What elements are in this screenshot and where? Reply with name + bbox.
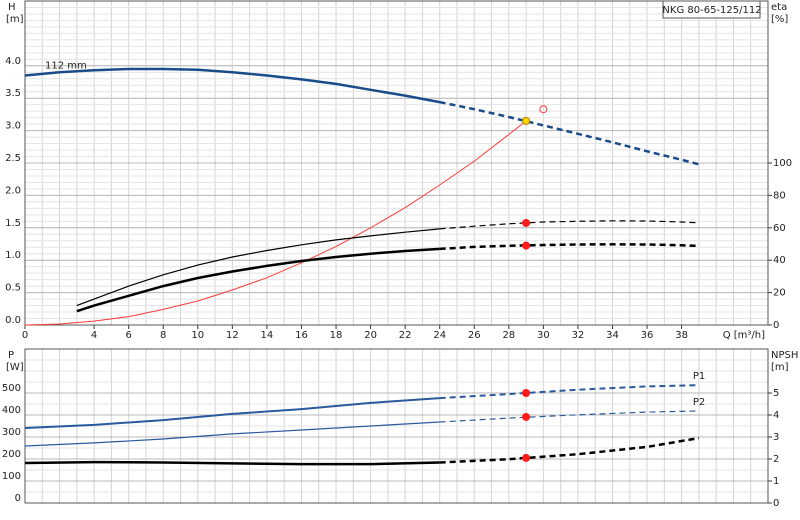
operating-point (522, 453, 531, 462)
y2-tick-label: 20 (773, 288, 786, 299)
curve (24, 421, 440, 447)
y2-tick-label: 80 (773, 190, 786, 201)
y2-tick-label: 3 (773, 432, 779, 443)
y-tick-label: 2.5 (5, 153, 21, 164)
x-tick-label: 32 (572, 330, 585, 341)
curve (439, 436, 700, 464)
y-tick-label: 1.0 (5, 250, 21, 261)
y-tick-label: 200 (2, 449, 21, 460)
curve (24, 397, 440, 429)
y-tick-label: 100 (2, 471, 21, 482)
y-tick-label: 300 (2, 427, 21, 438)
y-tick-label: 0.5 (5, 283, 21, 294)
y2-tick-label: 60 (773, 223, 786, 234)
y-axis-unit: [W] (6, 362, 24, 373)
curve (24, 460, 440, 466)
x-tick-label: 38 (675, 330, 688, 341)
y2-tick-label: 0 (773, 498, 779, 509)
x-tick-label: 24 (433, 330, 446, 341)
x-tick-label: 36 (641, 330, 654, 341)
y2-tick-label: 40 (773, 255, 786, 266)
y-tick-label: 3.0 (5, 121, 21, 132)
y-tick-label: 1.5 (5, 218, 21, 229)
operating-point (539, 105, 548, 114)
curve (76, 247, 440, 313)
curve (76, 228, 440, 307)
curve (439, 243, 699, 251)
y-axis-label: H (8, 2, 16, 13)
curve-label: P2 (693, 397, 705, 408)
operating-point (522, 241, 531, 250)
operating-point (522, 389, 531, 397)
y2-axis-label: NPSH (771, 350, 798, 361)
x-tick-label: 0 (22, 330, 28, 341)
curve (439, 220, 699, 230)
operating-point (522, 412, 531, 421)
y2-tick-label: 100 (773, 158, 792, 169)
curve (24, 120, 527, 326)
y2-tick-label: 5 (773, 388, 779, 399)
x-tick-label: 28 (502, 330, 515, 341)
y2-axis-unit: [m] (771, 362, 789, 373)
y-axis-unit: [m] (6, 14, 24, 25)
y-tick-label: 500 (2, 383, 21, 394)
plot-frame (24, 348, 769, 504)
curve (439, 410, 699, 423)
y-axis-label: P (8, 350, 14, 361)
x-tick-label: 18 (330, 330, 343, 341)
y-tick-label: 4.0 (5, 56, 21, 67)
curve-label: 112 mm (45, 61, 87, 72)
operating-point (522, 116, 531, 125)
y-tick-label: 0 (15, 493, 21, 504)
y2-tick-label: 2 (773, 454, 779, 465)
y2-axis-label: eta (771, 2, 787, 13)
x-tick-label: 16 (295, 330, 308, 341)
y2-tick-label: 1 (773, 476, 779, 487)
curve (24, 67, 440, 104)
x-tick-label: 12 (226, 330, 239, 341)
y-tick-label: 0.0 (5, 315, 21, 326)
x-tick-label: 10 (191, 330, 204, 341)
curve (439, 100, 700, 166)
x-tick-label: 34 (606, 330, 619, 341)
x-axis-label: Q [m³/h] (723, 330, 765, 341)
y-tick-label: 3.5 (5, 88, 21, 99)
title-box (662, 0, 761, 19)
y2-axis-unit: [%] (771, 14, 788, 25)
y-tick-label: 2.0 (5, 185, 21, 196)
x-tick-label: 22 (399, 330, 412, 341)
x-tick-label: 8 (160, 330, 166, 341)
y2-tick-label: 4 (773, 410, 779, 421)
y2-tick-label: 0 (773, 320, 779, 331)
x-tick-label: 20 (364, 330, 377, 341)
curve (439, 384, 699, 400)
curve-label: P1 (693, 371, 705, 382)
operating-point (522, 218, 531, 227)
x-tick-label: 4 (91, 330, 97, 341)
x-tick-label: 14 (261, 330, 274, 341)
y-tick-label: 400 (2, 405, 21, 416)
x-tick-label: 26 (468, 330, 481, 341)
x-tick-label: 6 (125, 330, 131, 341)
x-tick-label: 30 (537, 330, 550, 341)
chart-title: NKG 80-65-125/112 (662, 5, 761, 16)
plot-frame (24, 0, 769, 326)
